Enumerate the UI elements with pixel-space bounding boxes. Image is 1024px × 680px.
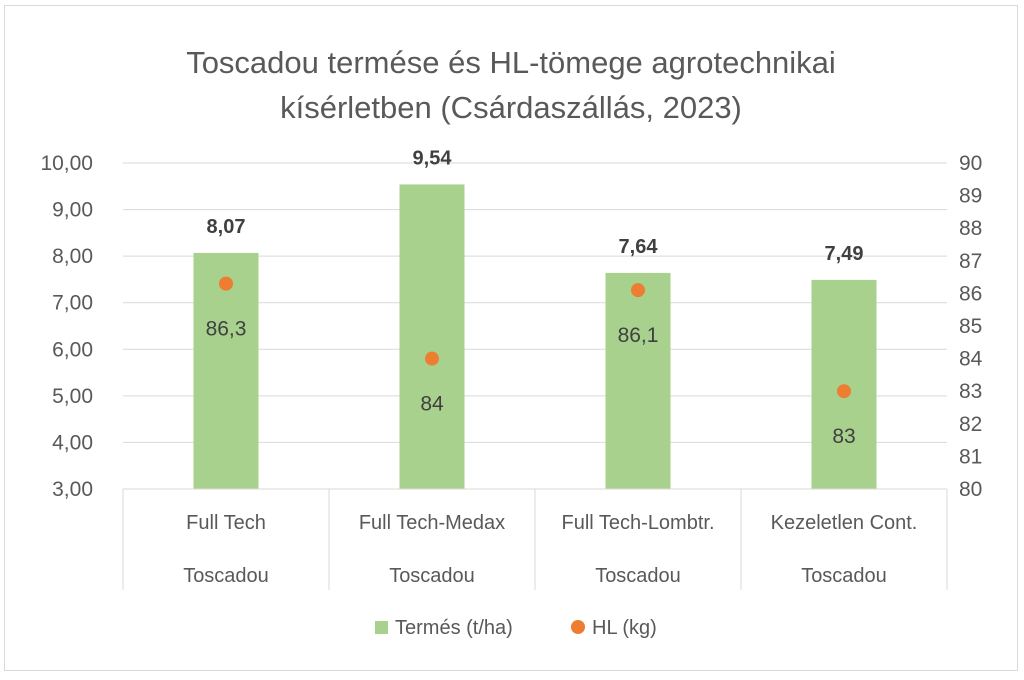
hl-point — [219, 276, 233, 291]
hl-point — [425, 351, 439, 366]
chart-frame: Toscadou termése és HL-tömege agrotechni… — [4, 5, 1018, 671]
bar-data-label: 7,64 — [619, 236, 659, 258]
hl-point — [837, 384, 851, 399]
category-variety-label: Toscadou — [595, 565, 681, 587]
bar — [605, 272, 671, 489]
left-tick-label: 4,00 — [52, 431, 93, 454]
category-treatment-label: Full Tech-Medax — [359, 512, 505, 534]
bar — [399, 184, 465, 489]
category-axis: Full Tech Toscadou Full Tech-Medax Toscadou… — [122, 488, 948, 590]
bar-series: 8,07 9,54 7,64 7,49 — [193, 147, 877, 489]
hl-data-label: 83 — [832, 425, 855, 448]
right-tick-label: 87 — [959, 250, 982, 273]
legend-bar-label: Termés (t/ha) — [395, 617, 513, 639]
category-treatment-label: Full Tech — [186, 512, 266, 534]
category-variety-label: Toscadou — [183, 565, 269, 587]
bar-data-label: 9,54 — [413, 147, 453, 169]
right-tick-label: 86 — [959, 282, 982, 305]
left-tick-label: 7,00 — [52, 292, 93, 315]
right-axis-ticks: 80 81 82 83 84 85 86 87 88 89 90 — [959, 152, 983, 501]
scatter-series: 86,3 84 86,1 83 — [206, 276, 856, 448]
gridlines — [123, 162, 947, 490]
left-tick-label: 6,00 — [52, 338, 93, 361]
left-tick-label: 8,00 — [52, 245, 93, 268]
hl-data-label: 86,3 — [206, 318, 247, 341]
hl-point — [631, 283, 645, 298]
right-tick-label: 85 — [959, 315, 982, 338]
category-treatment-label: Kezeletlen Cont. — [771, 512, 918, 534]
right-tick-label: 80 — [959, 478, 982, 501]
legend: Termés (t/ha) HL (kg) — [375, 617, 657, 639]
chart-title-line-2: kísérletben (Csárdaszállás, 2023) — [280, 90, 742, 125]
left-axis-ticks: 3,00 4,00 5,00 6,00 7,00 8,00 9,00 10,00 — [40, 152, 93, 501]
chart-title-line-1: Toscadou termése és HL-tömege agrotechni… — [186, 45, 836, 80]
left-tick-label: 3,00 — [52, 478, 93, 501]
category-variety-label: Toscadou — [389, 565, 475, 587]
right-tick-label: 81 — [959, 445, 982, 468]
right-tick-label: 82 — [959, 413, 982, 436]
left-tick-label: 5,00 — [52, 385, 93, 408]
category-variety-label: Toscadou — [801, 565, 887, 587]
left-tick-label: 9,00 — [52, 199, 93, 222]
right-tick-label: 83 — [959, 380, 982, 403]
chart-svg: Toscadou termése és HL-tömege agrotechni… — [40, 45, 983, 639]
legend-point-swatch — [571, 620, 585, 634]
hl-data-label: 86,1 — [618, 324, 659, 347]
right-tick-label: 84 — [959, 348, 983, 371]
right-tick-label: 89 — [959, 185, 982, 208]
right-tick-label: 90 — [959, 152, 982, 175]
legend-bar-swatch — [375, 621, 388, 634]
bar — [193, 252, 259, 489]
left-tick-label: 10,00 — [40, 152, 93, 175]
hl-data-label: 84 — [420, 393, 444, 416]
bar-data-label: 7,49 — [825, 243, 864, 265]
legend-point-label: HL (kg) — [592, 617, 657, 639]
category-treatment-label: Full Tech-Lombtr. — [561, 512, 714, 534]
bar-data-label: 8,07 — [207, 216, 246, 238]
right-tick-label: 88 — [959, 217, 982, 240]
